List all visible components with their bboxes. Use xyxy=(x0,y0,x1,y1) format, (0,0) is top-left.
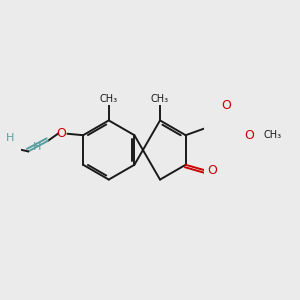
Text: CH₃: CH₃ xyxy=(100,94,118,104)
Text: CH₃: CH₃ xyxy=(151,94,169,104)
Text: O: O xyxy=(222,99,231,112)
Text: O: O xyxy=(56,127,66,140)
Text: O: O xyxy=(208,164,218,177)
Text: H: H xyxy=(33,142,41,152)
Text: O: O xyxy=(244,129,254,142)
Text: H: H xyxy=(6,133,14,143)
Text: CH₃: CH₃ xyxy=(263,130,281,140)
